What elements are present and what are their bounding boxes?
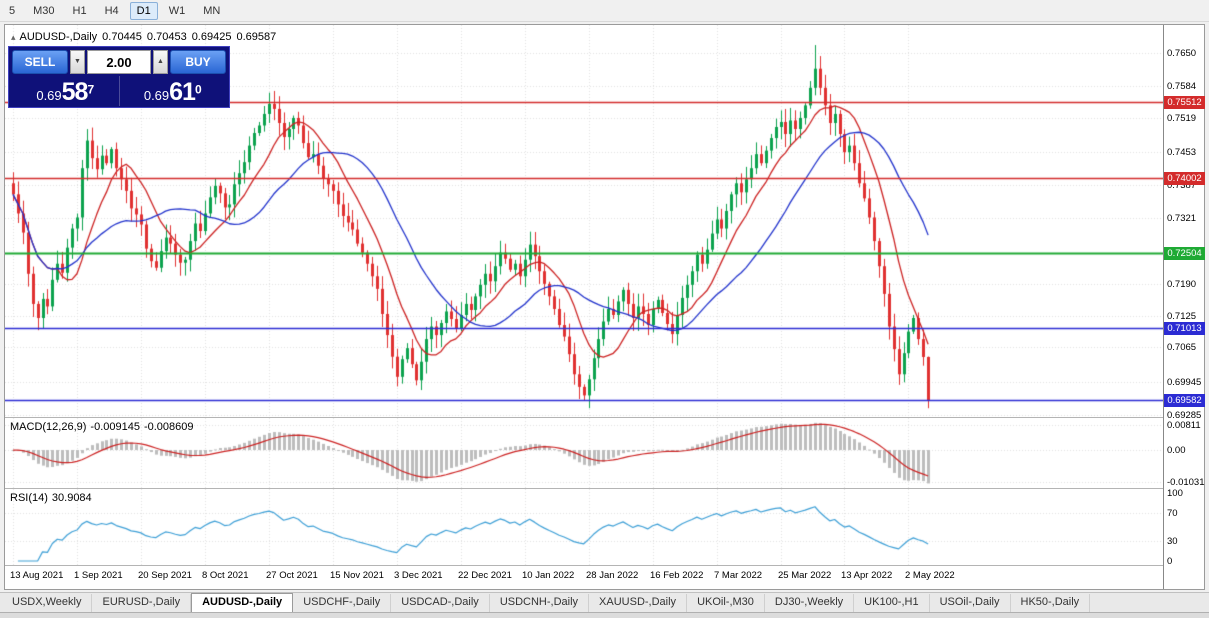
- price-tick-label: 0.7190: [1167, 279, 1197, 290]
- ohlc-low: 0.69425: [191, 31, 232, 43]
- pane-separator: [5, 565, 1204, 566]
- rsi-value: 30.9084: [51, 492, 92, 504]
- price-axis: 0.7650 0.7584 0.7519 0.7453 0.7387 0.7321 0.71…: [1163, 25, 1205, 589]
- tab-usoil-daily[interactable]: USOil-,Daily: [930, 594, 1011, 612]
- macd-value-signal: -0.008609: [143, 421, 194, 433]
- one-click-price-row: 0.69587 0.69610: [12, 76, 226, 106]
- tab-hk50-daily[interactable]: HK50-,Daily: [1011, 594, 1091, 612]
- timeframe-5[interactable]: 5: [9, 4, 16, 17]
- price-tick-label: 0.7387: [1167, 180, 1197, 191]
- date-label: 13 Apr 2022: [841, 570, 893, 581]
- price-tick-label: 0.7321: [1167, 213, 1197, 224]
- timeframe-h4[interactable]: H4: [104, 4, 119, 17]
- level-price-tag: 0.74002: [1164, 172, 1205, 185]
- price-tick-label: 0.7453: [1167, 147, 1197, 158]
- macd-tick-label: -0.01031: [1167, 477, 1205, 488]
- timeframe-d1[interactable]: D1: [129, 1, 158, 20]
- buy-button[interactable]: BUY: [170, 50, 226, 74]
- date-label: 7 Mar 2022: [714, 570, 763, 581]
- macd-title: MACD(12,26,9) -0.009145 -0.008609: [10, 421, 194, 433]
- sell-button[interactable]: SELL: [12, 50, 68, 74]
- sell-price-pips: 58: [61, 78, 89, 106]
- macd-title-label: MACD(12,26,9): [10, 421, 87, 433]
- chart-symbol-label: AUDUSD-,Daily: [19, 31, 98, 43]
- chart-title: ▴ AUDUSD-,Daily 0.70445 0.70453 0.69425 0.695…: [11, 31, 276, 43]
- tab-xauusd-daily[interactable]: XAUUSD-,Daily: [589, 594, 688, 612]
- level-price-tag: 0.75512: [1164, 96, 1205, 109]
- date-label: 15 Nov 2021: [330, 570, 384, 581]
- date-label: 25 Mar 2022: [778, 570, 832, 581]
- level-price-tag: 0.71013: [1164, 322, 1205, 335]
- tab-usdx-weekly[interactable]: USDX,Weekly: [2, 594, 93, 612]
- date-label: 8 Oct 2021: [202, 570, 249, 581]
- macd-value-main: -0.009145: [90, 421, 140, 433]
- date-label: 27 Oct 2021: [266, 570, 318, 581]
- rsi-tick-label: 0: [1167, 556, 1173, 567]
- one-click-toggle-icon[interactable]: ▴: [11, 32, 16, 42]
- macd-tick-label: 0.00811: [1167, 420, 1201, 431]
- price-tick-label: 0.7125: [1167, 311, 1197, 322]
- one-click-controls-row: SELL ▼ ▲ BUY: [12, 50, 226, 74]
- timeframe-toolbar: 5 M30 H1 H4 D1 W1 MN: [0, 0, 1209, 22]
- date-label: 3 Dec 2021: [394, 570, 443, 581]
- date-label: 2 May 2022: [905, 570, 955, 581]
- sell-price-prefix: 0.69: [36, 88, 62, 103]
- date-label: 16 Feb 2022: [650, 570, 704, 581]
- tab-usdcnh-daily[interactable]: USDCNH-,Daily: [490, 594, 590, 612]
- timeframe-mn[interactable]: MN: [203, 4, 221, 17]
- rsi-canvas[interactable]: [5, 489, 1163, 565]
- date-label: 20 Sep 2021: [138, 570, 192, 581]
- sell-price-point: 7: [87, 82, 95, 97]
- tab-dj30-weekly[interactable]: DJ30-,Weekly: [765, 594, 855, 612]
- sell-price-display[interactable]: 0.69587: [12, 76, 120, 106]
- level-price-tag: 0.69582: [1164, 394, 1205, 407]
- pane-separator[interactable]: [5, 417, 1204, 418]
- macd-tick-label: 0.00: [1167, 445, 1186, 456]
- date-label: 28 Jan 2022: [586, 570, 639, 581]
- timeframe-m30[interactable]: M30: [33, 4, 55, 17]
- rsi-title: RSI(14) 30.9084: [10, 492, 92, 504]
- buy-price-display[interactable]: 0.69610: [120, 76, 227, 106]
- volume-input[interactable]: [87, 50, 151, 74]
- timeframe-h1[interactable]: H1: [72, 4, 87, 17]
- price-tick-label: 0.69945: [1167, 377, 1202, 388]
- date-label: 22 Dec 2021: [458, 570, 512, 581]
- price-tick-label: 0.69285: [1167, 410, 1202, 421]
- price-tick-label: 0.7650: [1167, 48, 1197, 59]
- date-label: 10 Jan 2022: [522, 570, 575, 581]
- rsi-title-label: RSI(14): [10, 492, 48, 504]
- price-tick-label: 0.7584: [1167, 81, 1197, 92]
- tab-eurusd-daily[interactable]: EURUSD-,Daily: [92, 594, 192, 612]
- rsi-tick-label: 30: [1167, 536, 1178, 547]
- pane-separator[interactable]: [5, 488, 1204, 489]
- one-click-trading-panel: SELL ▼ ▲ BUY 0.69587 0.69610: [8, 46, 230, 108]
- rsi-tick-label: 70: [1167, 508, 1178, 519]
- tab-usdchf-daily[interactable]: USDCHF-,Daily: [293, 594, 392, 612]
- chart-tab-bar: USDX,Weekly EURUSD-,Daily AUDUSD-,Daily USD…: [0, 592, 1209, 612]
- ohlc-high: 0.70453: [146, 31, 187, 43]
- volume-decrease-button[interactable]: ▼: [70, 50, 85, 74]
- buy-price-pips: 61: [169, 78, 196, 106]
- status-bar-edge: [0, 612, 1209, 618]
- macd-canvas[interactable]: [5, 418, 1163, 488]
- timeframe-w1[interactable]: W1: [168, 4, 186, 17]
- tab-uk100-h1[interactable]: UK100-,H1: [854, 594, 930, 612]
- rsi-tick-label: 100: [1167, 488, 1183, 499]
- date-label: 1 Sep 2021: [74, 570, 123, 581]
- price-tick-label: 0.7065: [1167, 342, 1197, 353]
- time-axis: 13 Aug 2021 1 Sep 2021 20 Sep 2021 8 Oct 20…: [5, 566, 1163, 589]
- tab-ukoil-m30[interactable]: UKOil-,M30: [687, 594, 765, 612]
- date-label: 13 Aug 2021: [10, 570, 64, 581]
- ohlc-open: 0.70445: [102, 31, 142, 43]
- chart-window: ▴ AUDUSD-,Daily 0.70445 0.70453 0.69425 0.695…: [4, 24, 1205, 590]
- price-tick-label: 0.7519: [1167, 113, 1197, 124]
- level-price-tag: 0.72504: [1164, 247, 1205, 260]
- tab-audusd-daily[interactable]: AUDUSD-,Daily: [191, 593, 294, 612]
- ohlc-close: 0.69587: [236, 31, 277, 43]
- buy-price-point: 0: [194, 82, 202, 97]
- buy-price-prefix: 0.69: [143, 88, 170, 103]
- volume-increase-button[interactable]: ▲: [153, 50, 168, 74]
- tab-usdcad-daily[interactable]: USDCAD-,Daily: [391, 594, 490, 612]
